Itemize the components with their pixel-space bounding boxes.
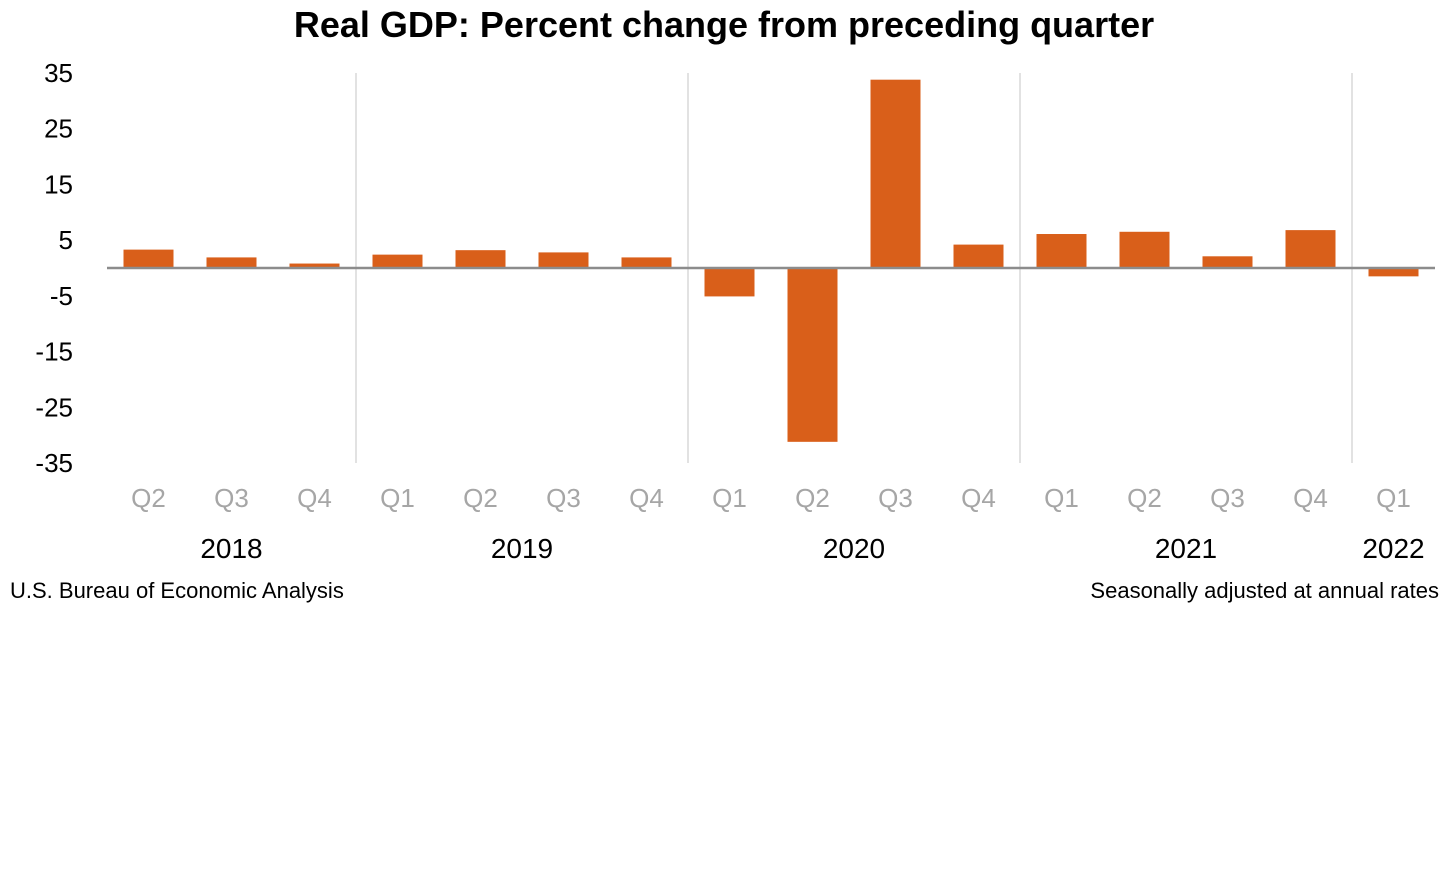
bar: [787, 268, 838, 442]
bar: [1285, 230, 1336, 268]
x-tick-label-quarter: Q4: [629, 483, 664, 513]
x-tick-label-year: 2018: [200, 533, 262, 564]
x-tick-label-quarter: Q4: [1293, 483, 1328, 513]
x-tick-label-year: 2022: [1362, 533, 1424, 564]
bar: [372, 254, 423, 268]
x-tick-label-quarter: Q1: [1376, 483, 1411, 513]
y-tick-label: -15: [35, 337, 73, 367]
x-tick-label-quarter: Q2: [463, 483, 498, 513]
bar: [538, 252, 589, 268]
y-tick-label: 5: [59, 225, 73, 255]
x-tick-label-quarter: Q2: [1127, 483, 1162, 513]
bar: [621, 257, 672, 268]
x-tick-label-quarter: Q1: [712, 483, 747, 513]
y-tick-label: -5: [50, 281, 73, 311]
y-tick-label: 15: [44, 169, 73, 199]
bar: [455, 250, 506, 268]
x-tick-label-quarter: Q4: [961, 483, 996, 513]
bar: [870, 79, 921, 268]
y-axis-ticks: 35 25 15 5 -5 -15 -25 -35: [35, 58, 73, 478]
x-tick-label-year: 2021: [1155, 533, 1217, 564]
x-tick-label-year: 2019: [491, 533, 553, 564]
y-tick-label: -35: [35, 448, 73, 478]
adjustment-note: Seasonally adjusted at annual rates: [1090, 578, 1439, 603]
x-tick-label-quarter: Q2: [795, 483, 830, 513]
x-tick-label-quarter: Q3: [546, 483, 581, 513]
x-tick-label-quarter: Q3: [214, 483, 249, 513]
x-tick-label-quarter: Q1: [1044, 483, 1079, 513]
x-tick-label-year: 2020: [823, 533, 885, 564]
bar: [1036, 234, 1087, 268]
bar: [953, 244, 1004, 268]
y-tick-label: 35: [44, 58, 73, 88]
bar: [1202, 256, 1253, 268]
bar: [289, 263, 340, 268]
x-tick-label-quarter: Q3: [1210, 483, 1245, 513]
bar: [123, 249, 174, 268]
x-axis-quarter-labels: Q2 Q3 Q4 Q1 Q2 Q3 Q4 Q1 Q2 Q3 Q4 Q1 Q2 Q3 Q4 Q1: [131, 483, 1411, 513]
bar: [1368, 268, 1419, 277]
bar: [206, 257, 257, 268]
x-tick-label-quarter: Q1: [380, 483, 415, 513]
bars: [123, 79, 1419, 442]
x-tick-label-quarter: Q4: [297, 483, 332, 513]
bar: [1119, 231, 1170, 268]
source-note: U.S. Bureau of Economic Analysis: [10, 578, 344, 603]
x-tick-label-quarter: Q2: [131, 483, 166, 513]
chart-title: Real GDP: Percent change from preceding …: [293, 4, 1155, 45]
x-tick-label-quarter: Q3: [878, 483, 913, 513]
y-tick-label: 25: [44, 114, 73, 144]
x-axis-year-labels: 2018 2019 2020 2021 2022: [200, 533, 1424, 564]
bar: [704, 268, 755, 297]
y-tick-label: -25: [35, 392, 73, 422]
